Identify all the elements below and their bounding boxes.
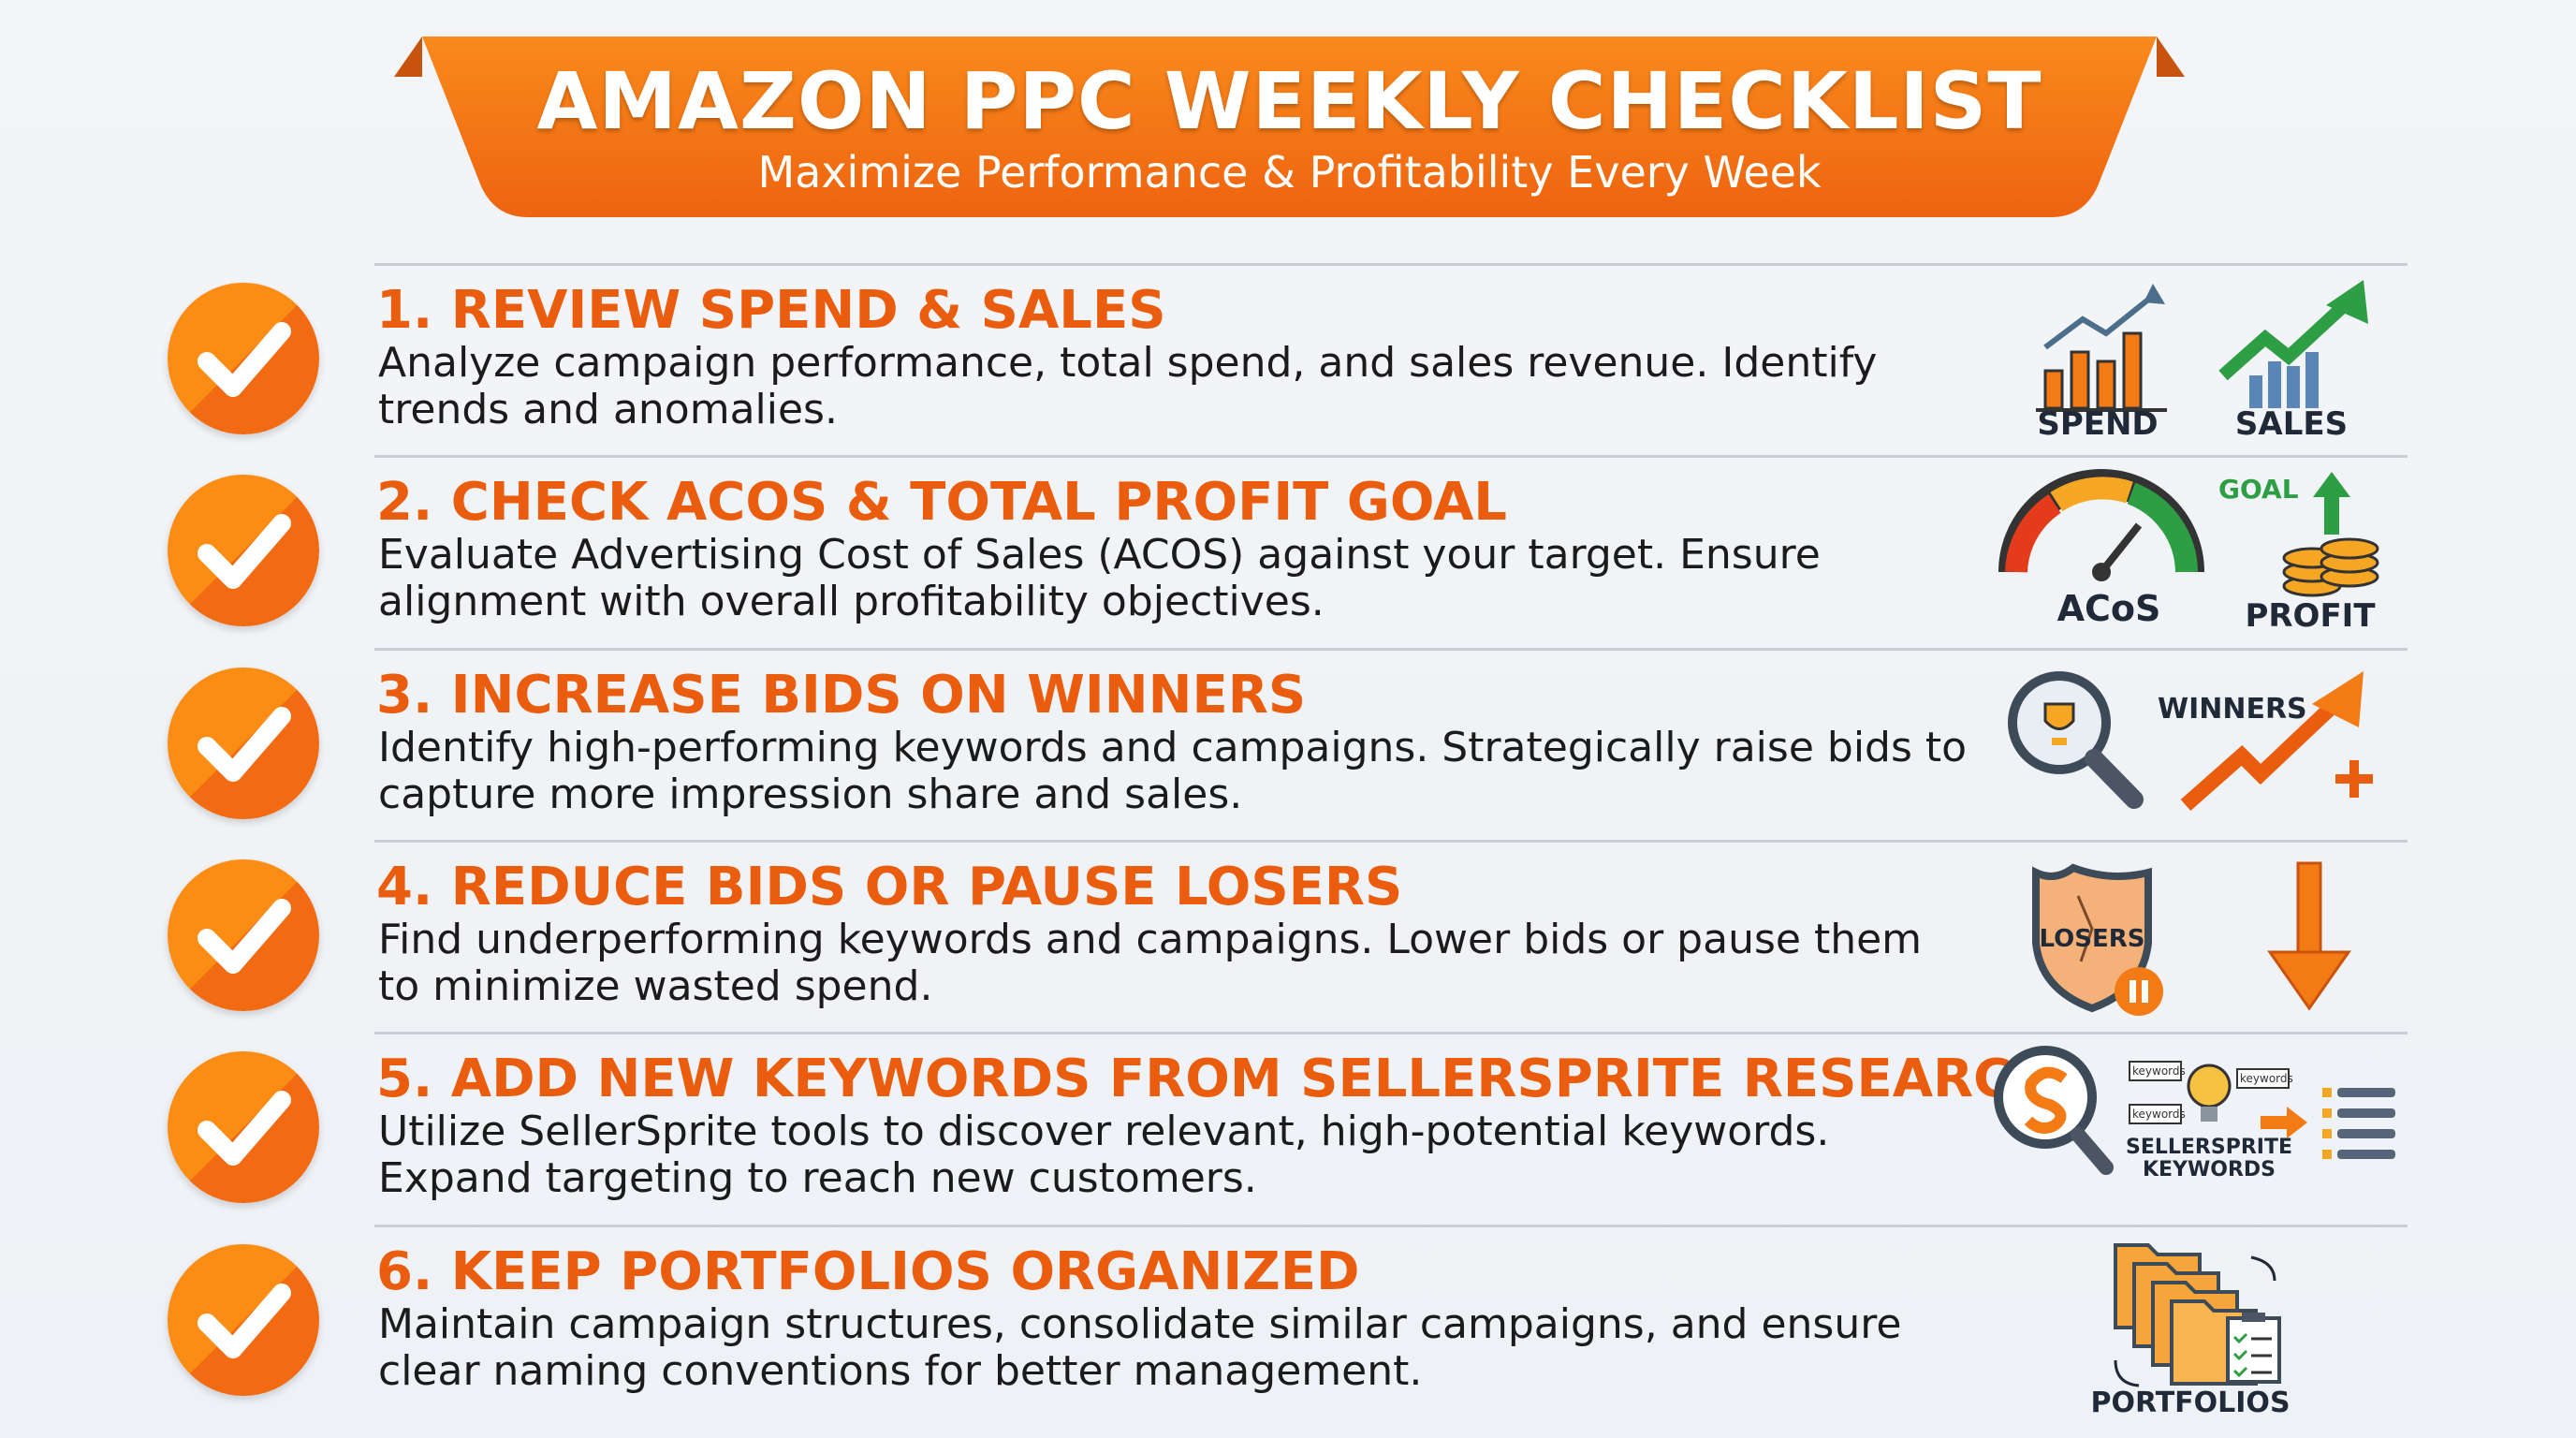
divider xyxy=(374,1224,2408,1227)
divider xyxy=(374,455,2408,459)
sync-arrows-icon xyxy=(2114,1255,2276,1387)
checkmark-icon xyxy=(168,283,319,434)
checklist-item: 2. CHECK ACOS & TOTAL PROFIT GOAL Evalua… xyxy=(0,455,2576,647)
title-banner: AMAZON PPC WEEKLY CHECKLIST Maximize Per… xyxy=(394,37,2185,217)
portfolios-label: PORTFOLIOS xyxy=(2090,1387,2290,1416)
item-heading: 2. CHECK ACOS & TOTAL PROFIT GOAL xyxy=(376,472,1507,534)
item-description: Utilize SellerSprite tools to discover r… xyxy=(378,1108,1830,1203)
losers-label: LOSERS xyxy=(2040,925,2145,953)
item-illustration: SPEND SALES xyxy=(1989,263,2420,459)
svg-text:keywords: keywords xyxy=(2132,1108,2186,1121)
coins-icon xyxy=(2282,472,2379,597)
gauge-icon xyxy=(1998,469,2204,582)
item-description: Find underperforming keywords and campai… xyxy=(378,915,1923,1010)
checkmark-icon xyxy=(168,858,319,1011)
item-illustration: ACoS GOAL PROFIT xyxy=(1989,455,2420,651)
cracked-shield-pause-icon xyxy=(2032,863,2163,1016)
item-heading: 1. REVIEW SPEND & SALES xyxy=(376,280,1166,341)
page-title: AMAZON PPC WEEKLY CHECKLIST xyxy=(536,55,2042,147)
item-illustration: keywords keywords keywords SELLERSPRITE KE… xyxy=(1989,1032,2420,1227)
checklist-item: 3. INCREASE BIDS ON WINNERS Identify hig… xyxy=(0,647,2576,840)
checklist-item: 5. ADD NEW KEYWORDS FROM SELLERSPRITE RE… xyxy=(0,1032,2576,1224)
item-illustration: WINNERS xyxy=(1989,648,2420,844)
divider xyxy=(374,839,2408,843)
divider xyxy=(374,263,2408,266)
checklist-item: 6. KEEP PORTFOLIOS ORGANIZED Maintain ca… xyxy=(0,1224,2576,1419)
svg-text:keywords: keywords xyxy=(2132,1064,2186,1078)
sellersprite-magnifier-icon xyxy=(1994,1046,2114,1176)
sales-label: SALES xyxy=(2235,405,2348,443)
item-heading: 5. ADD NEW KEYWORDS FROM SELLERSPRITE RE… xyxy=(376,1049,2056,1110)
keywords-label: KEYWORDS xyxy=(2143,1158,2276,1181)
divider xyxy=(374,647,2408,651)
item-description: Evaluate Advertising Cost of Sales (ACOS… xyxy=(378,531,1821,626)
arrow-down-icon xyxy=(2267,861,2351,1011)
item-description: Identify high-performing keywords and ca… xyxy=(378,723,1968,818)
keyword-tags-icon: keywords keywords keywords xyxy=(2129,1061,2293,1125)
acos-label: ACoS xyxy=(2057,588,2161,629)
item-illustration: LOSERS xyxy=(1989,840,2420,1035)
winners-label: WINNERS xyxy=(2158,693,2307,726)
trending-up-chart-icon xyxy=(2218,280,2368,408)
spend-label: SPEND xyxy=(2037,405,2158,443)
profit-label: PROFIT xyxy=(2245,597,2376,635)
trophy-magnifier-icon xyxy=(2008,670,2144,809)
banner-ribbon xyxy=(394,37,2185,217)
checkmark-icon xyxy=(168,1243,319,1396)
bar-chart-icon xyxy=(2036,284,2167,412)
item-heading: 3. INCREASE BIDS ON WINNERS xyxy=(376,664,1307,726)
item-heading: 6. KEEP PORTFOLIOS ORGANIZED xyxy=(376,1240,1360,1302)
checklist-item: 1. REVIEW SPEND & SALES Analyze campaign… xyxy=(0,263,2576,455)
lightbulb-icon xyxy=(2187,1064,2232,1123)
arrow-right-icon xyxy=(2261,1107,2307,1139)
checkmark-icon xyxy=(168,1051,319,1204)
arrow-up-plus-icon xyxy=(2180,670,2373,811)
checkmark-icon xyxy=(168,667,319,819)
list-icon xyxy=(2322,1088,2395,1160)
item-description: Analyze campaign performance, total spen… xyxy=(378,339,1878,433)
item-description: Maintain campaign structures, consolidat… xyxy=(378,1299,1902,1395)
page-subtitle: Maximize Performance & Profitability Eve… xyxy=(757,147,1822,198)
divider xyxy=(374,1032,2408,1035)
checkmark-icon xyxy=(168,475,319,627)
svg-text:keywords: keywords xyxy=(2240,1072,2293,1085)
item-illustration: PORTFOLIOS xyxy=(1989,1225,2420,1420)
goal-label: GOAL xyxy=(2218,474,2299,505)
sellersprite-label: SELLERSPRITE xyxy=(2126,1136,2292,1159)
clipboard-checklist-icon xyxy=(2226,1312,2281,1384)
item-heading: 4. REDUCE BIDS OR PAUSE LOSERS xyxy=(376,856,1403,917)
checklist-item: 4. REDUCE BIDS OR PAUSE LOSERS Find unde… xyxy=(0,839,2576,1035)
